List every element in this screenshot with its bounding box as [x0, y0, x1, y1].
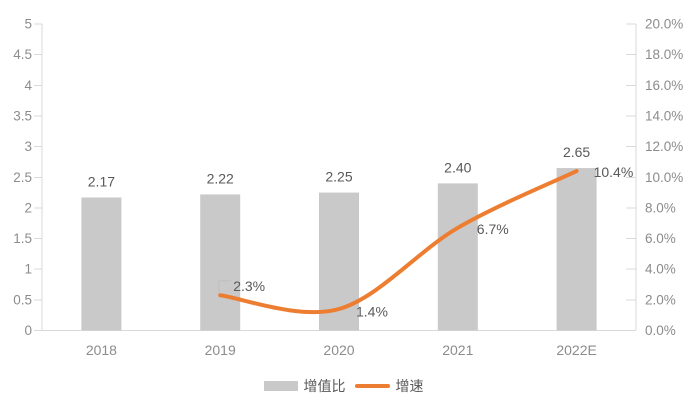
- right-axis-tick-label: 20.0%: [645, 17, 683, 32]
- legend-item-line-series: 增速: [354, 376, 424, 396]
- chart-plot-area: 0 0.5 1 1.5 2 2.5 3 3.5 4 4.5 5 0.0% 2.0% 4.0% 6.0% 8.0…: [13, 17, 683, 359]
- right-axis-tick-label: 14.0%: [645, 108, 683, 123]
- right-axis-tick-label: 18.0%: [645, 47, 683, 62]
- left-axis-tick-label: 5: [24, 17, 32, 32]
- left-axis-tick-label: 2.5: [13, 170, 32, 185]
- bar-2018: [81, 197, 122, 331]
- x-axis-label-2019: 2019: [205, 342, 236, 358]
- data-label-leader-line: [218, 280, 231, 293]
- bar-series-swatch: [263, 381, 298, 391]
- line-value-label-2021: 6.7%: [477, 221, 509, 237]
- left-axis-tick-label: 0: [24, 323, 32, 338]
- right-axis-tick-label: 6.0%: [645, 231, 676, 246]
- right-axis-tick-label: 16.0%: [645, 78, 683, 93]
- bar-value-label-2019: 2.22: [207, 170, 234, 186]
- bar-value-label-2020: 2.25: [325, 169, 352, 185]
- bar-2022E: [556, 168, 597, 331]
- right-axis-tick-label: 2.0%: [645, 292, 676, 307]
- bar-2021: [437, 183, 478, 331]
- left-axis-tick-label: 4.5: [13, 47, 32, 62]
- x-axis-label-2020: 2020: [323, 342, 354, 358]
- left-axis-tick-label: 3.5: [13, 108, 32, 123]
- right-axis-tick-label: 12.0%: [645, 139, 683, 154]
- legend-item-bar-series: 增值比: [263, 376, 346, 396]
- left-axis-tick-label: 1.5: [13, 231, 32, 246]
- line-series-label: 增速: [395, 378, 424, 394]
- line-value-label-2020: 1.4%: [356, 304, 388, 320]
- growth-rate-line: [218, 169, 579, 315]
- bar-value-label-2018: 2.17: [88, 173, 115, 189]
- x-axis-label-2021: 2021: [442, 342, 473, 358]
- x-axis-label-2018: 2018: [86, 342, 117, 358]
- right-axis-tick-label: 4.0%: [645, 262, 676, 277]
- left-axis-tick-label: 3: [24, 139, 32, 154]
- left-axis-tick-label: 4: [24, 78, 32, 93]
- line-series-swatch: [354, 384, 390, 388]
- line-value-label-2022E: 10.4%: [594, 164, 634, 180]
- bar-2019: [200, 194, 241, 331]
- right-axis-tick-label: 10.0%: [645, 170, 683, 185]
- left-axis-tick-label: 0.5: [13, 292, 32, 307]
- right-axis-tick-label: 8.0%: [645, 200, 676, 215]
- right-axis-tick-label: 0.0%: [645, 323, 676, 338]
- bar-value-label-2021: 2.40: [444, 159, 471, 175]
- bar-series-label: 增值比: [303, 378, 346, 394]
- line-value-label-2019: 2.3%: [233, 278, 265, 294]
- left-axis-tick-label: 1: [24, 262, 32, 277]
- x-axis-label-2022E: 2022E: [556, 342, 596, 358]
- left-axis-tick-label: 2: [24, 200, 32, 215]
- bar-value-label-2022E: 2.65: [563, 144, 590, 160]
- legend: 增值比 增速: [0, 376, 687, 396]
